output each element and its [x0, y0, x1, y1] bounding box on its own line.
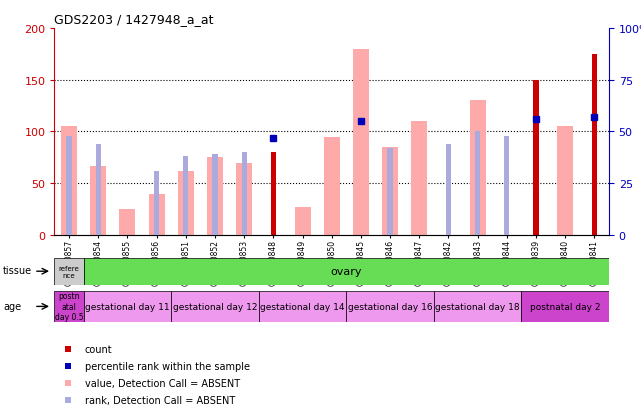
Text: gestational day 12: gestational day 12	[172, 302, 257, 311]
Bar	[183, 157, 188, 235]
Bar	[242, 153, 247, 235]
Bar	[259, 291, 346, 322]
Bar	[346, 291, 434, 322]
Bar	[446, 145, 451, 235]
Text: refere
nce: refere nce	[59, 265, 79, 278]
Bar	[353, 50, 369, 235]
Text: rank, Detection Call = ABSENT: rank, Detection Call = ABSENT	[85, 395, 235, 405]
Bar	[533, 81, 538, 235]
Bar	[236, 163, 252, 235]
Bar	[207, 158, 223, 235]
Text: ovary: ovary	[331, 266, 362, 277]
Bar	[90, 166, 106, 235]
Text: postnatal day 2: postnatal day 2	[530, 302, 601, 311]
Bar	[154, 171, 159, 235]
Bar	[557, 127, 573, 235]
Bar	[324, 137, 340, 235]
Text: age: age	[3, 301, 21, 311]
Text: gestational day 11: gestational day 11	[85, 302, 170, 311]
Text: tissue: tissue	[3, 266, 32, 275]
Bar	[294, 207, 310, 235]
Text: percentile rank within the sample: percentile rank within the sample	[85, 361, 250, 371]
Bar	[475, 132, 480, 235]
Bar	[382, 148, 398, 235]
Bar	[54, 291, 84, 322]
Bar	[504, 136, 510, 235]
Text: value, Detection Call = ABSENT: value, Detection Call = ABSENT	[85, 378, 240, 388]
Bar	[470, 101, 486, 235]
Bar	[119, 210, 135, 235]
Bar	[387, 149, 393, 235]
Text: gestational day 18: gestational day 18	[435, 302, 520, 311]
Bar	[54, 258, 84, 285]
Text: gestational day 16: gestational day 16	[348, 302, 433, 311]
Bar	[592, 55, 597, 235]
Bar	[521, 291, 609, 322]
Bar	[84, 291, 171, 322]
Bar	[434, 291, 521, 322]
Text: count: count	[85, 344, 113, 354]
Bar	[149, 194, 165, 235]
Bar	[67, 136, 72, 235]
Bar	[412, 122, 428, 235]
Bar	[271, 153, 276, 235]
Text: gestational day 14: gestational day 14	[260, 302, 345, 311]
Bar	[61, 127, 77, 235]
Text: postn
atal
day 0.5: postn atal day 0.5	[54, 292, 83, 321]
Bar	[178, 171, 194, 235]
Bar	[212, 155, 217, 235]
Bar	[96, 145, 101, 235]
Text: GDS2203 / 1427948_a_at: GDS2203 / 1427948_a_at	[54, 13, 214, 26]
Bar	[171, 291, 259, 322]
